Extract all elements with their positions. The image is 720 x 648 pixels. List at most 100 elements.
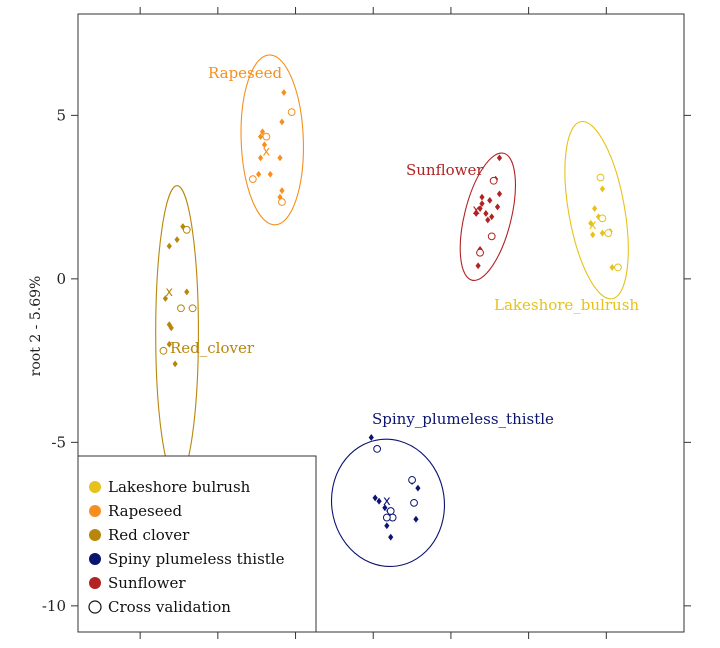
sunflower-point bbox=[494, 203, 501, 211]
lakeshore-bulrush-cross-validation-point bbox=[614, 263, 622, 272]
lakeshore-bulrush-point bbox=[599, 229, 606, 237]
spiny-plumeless-thistle-legend-label: Spiny plumeless thistle bbox=[108, 550, 285, 568]
spiny-plumeless-thistle-point bbox=[368, 434, 374, 441]
spiny-plumeless-thistle-point bbox=[388, 533, 394, 541]
lakeshore-bulrush-point bbox=[592, 205, 598, 212]
red-clover-legend-label: Red clover bbox=[108, 526, 190, 544]
rapeseed-point bbox=[259, 128, 266, 136]
data-points: x x x x x bbox=[159, 89, 622, 541]
rapeseed-point bbox=[279, 187, 285, 194]
sunflower-legend-label: Sunflower bbox=[108, 574, 186, 592]
red-clover-point bbox=[172, 360, 178, 368]
lakeshore-bulrush-cross-validation-point bbox=[596, 173, 605, 182]
spiny-plumeless-thistle-point bbox=[382, 504, 388, 512]
rapeseed-point bbox=[256, 170, 262, 178]
rapeseed-point bbox=[257, 133, 264, 141]
rapeseed-cross-validation-point bbox=[262, 132, 271, 141]
red-clover-point bbox=[166, 242, 172, 250]
red-clover-point bbox=[162, 295, 169, 302]
red-clover-cross-validation-point bbox=[177, 304, 185, 313]
y-tick-label: 5 bbox=[56, 106, 66, 124]
spiny-plumeless-thistle-label: Spiny_plumeless_thistle bbox=[372, 410, 554, 428]
spiny-plumeless-thistle-legend-marker bbox=[89, 553, 101, 565]
lakeshore-bulrush-point bbox=[609, 264, 615, 271]
spiny-plumeless-thistle-cross-validation-point bbox=[382, 513, 391, 522]
sunflower-cross-validation-point bbox=[476, 248, 484, 257]
cross-validation-legend-label: Cross validation bbox=[108, 598, 231, 616]
rapeseed-point bbox=[277, 154, 283, 162]
confidence-ellipses bbox=[155, 54, 629, 568]
rapeseed-point bbox=[261, 141, 268, 149]
red-clover-point bbox=[184, 288, 190, 296]
sunflower-point bbox=[489, 213, 495, 221]
lakeshore-bulrush-legend-marker bbox=[89, 481, 101, 493]
spiny-plumeless-thistle-cross-validation-point bbox=[410, 498, 418, 507]
spiny-plumeless-thistle-point bbox=[415, 484, 421, 492]
rapeseed-point bbox=[279, 118, 285, 126]
sunflower-point bbox=[479, 200, 485, 208]
plot-border bbox=[77, 13, 685, 633]
rapeseed-point bbox=[257, 154, 264, 162]
spiny-plumeless-thistle-point bbox=[413, 515, 419, 523]
lakeshore-bulrush-cross-validation-point bbox=[604, 229, 613, 237]
sunflower-point bbox=[483, 210, 489, 217]
lakeshore-bulrush-legend-label: Lakeshore bulrush bbox=[108, 478, 251, 496]
rapeseed-ellipse bbox=[240, 54, 304, 226]
rapeseed-legend-label: Rapeseed bbox=[108, 502, 183, 520]
lakeshore-bulrush-label: Lakeshore_bulrush bbox=[494, 296, 639, 314]
spiny-plumeless-thistle-cross-validation-point bbox=[373, 444, 382, 453]
red-clover-cross-validation-point bbox=[188, 304, 197, 313]
sunflower-centroid-marker: x bbox=[472, 203, 480, 218]
sunflower-legend-marker bbox=[89, 577, 101, 589]
legend: Lakeshore bulrush Rapeseed Red clover Spiny… bbox=[77, 455, 317, 633]
red-clover-ellipse bbox=[155, 185, 199, 481]
spiny-plumeless-thistle-cross-validation-point bbox=[408, 476, 416, 484]
red-clover-label: Red_clover bbox=[170, 339, 255, 357]
lakeshore-bulrush-point bbox=[595, 213, 602, 221]
rapeseed-cross-validation-point bbox=[278, 198, 286, 206]
sunflower-point bbox=[485, 216, 491, 224]
y-tick-label: -5 bbox=[51, 433, 66, 451]
rapeseed-legend-marker bbox=[89, 505, 101, 517]
sunflower-label: Sunflower bbox=[406, 161, 484, 179]
lakeshore-bulrush-centroid-marker: x bbox=[589, 218, 597, 233]
legend-box bbox=[77, 455, 317, 633]
lakeshore-bulrush-cross-validation-point bbox=[598, 214, 607, 223]
spiny-plumeless-thistle-cross-validation-point bbox=[386, 507, 395, 515]
lakeshore-bulrush-point bbox=[590, 231, 596, 239]
spiny-plumeless-thistle-point bbox=[384, 522, 390, 530]
axis-ticks: 5 0 -5 -10 bbox=[42, 7, 691, 639]
red-clover-point bbox=[168, 324, 174, 332]
rapeseed-point bbox=[281, 89, 287, 96]
sunflower-point bbox=[477, 205, 483, 212]
cross-validation-legend-marker bbox=[88, 600, 102, 614]
sunflower-point bbox=[496, 190, 503, 198]
rapeseed-cross-validation-point bbox=[287, 108, 296, 116]
sunflower-point bbox=[475, 262, 481, 270]
lakeshore-bulrush-point bbox=[599, 185, 606, 193]
sunflower-ellipse bbox=[459, 152, 516, 281]
sunflower-point bbox=[479, 193, 485, 201]
rapeseed-centroid-marker: x bbox=[263, 144, 271, 159]
spiny-plumeless-thistle-point bbox=[372, 494, 378, 502]
red-clover-point bbox=[174, 236, 180, 244]
spiny-plumeless-thistle-point bbox=[376, 497, 382, 505]
rapeseed-label: Rapeseed bbox=[208, 64, 283, 82]
red-clover-point bbox=[166, 340, 172, 348]
y-axis-label: root 2 - 5.69% bbox=[28, 276, 44, 377]
rapeseed-point bbox=[267, 170, 273, 178]
red-clover-legend-marker bbox=[89, 529, 101, 541]
sunflower-point bbox=[473, 210, 479, 217]
sunflower-point bbox=[487, 196, 493, 204]
spiny-plumeless-thistle-ellipse bbox=[330, 438, 446, 568]
group-labels: Rapeseed Red_clover Sunflower Lakeshore_bul… bbox=[170, 64, 639, 428]
red-clover-centroid-marker: x bbox=[165, 285, 173, 300]
lakeshore-bulrush-point bbox=[588, 219, 594, 227]
y-tick-label: -10 bbox=[42, 597, 66, 615]
plot-frame bbox=[77, 13, 685, 633]
spiny-plumeless-thistle-centroid-marker: x bbox=[383, 494, 391, 509]
red-clover-cross-validation-point bbox=[182, 225, 191, 234]
sunflower-point bbox=[496, 154, 503, 162]
rapeseed-cross-validation-point bbox=[248, 175, 257, 184]
